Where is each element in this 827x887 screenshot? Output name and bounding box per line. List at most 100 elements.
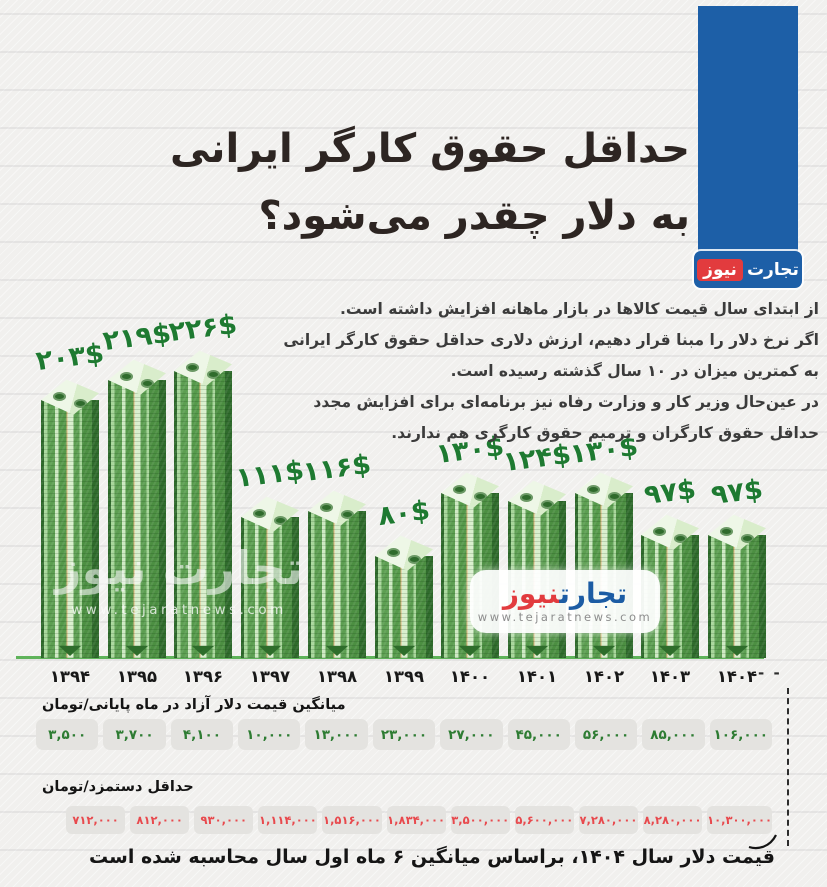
bill-seal-icon [674,534,687,543]
dollar-rate-cell: ۳,۷۰۰ [103,719,166,750]
page-title: حداقل حقوق کارگر ایرانی به دلار چقدر می‌… [170,116,690,250]
brand-word-tejarat: تجارت [746,259,799,280]
bar-bottom-tip [659,646,681,656]
bill-seal-icon [408,555,421,564]
min-wage-cell: ۸,۲۸۰,۰۰۰ [642,806,703,834]
year-label: ۱۳۹۸ [316,667,358,686]
bill-seal-icon [207,370,220,379]
bill-seal-icon [474,492,487,501]
dollar-rate-cell: ۵۶,۰۰۰ [574,719,638,750]
min-wage-cell: ۹۳۰,۰۰۰ [194,806,254,834]
bar-bottom-tip [59,646,81,656]
bill-seal-icon [387,548,400,557]
watermark-center-logo: تجارتنیوز www.tejaratnews.com [470,570,660,633]
year-label: ۱۳۹۶ [182,667,224,686]
dollar-rate-cell: ۱۳,۰۰۰ [305,719,368,750]
dollar-rate-cell: ۱۰,۰۰۰ [238,719,301,750]
min-wage-cell: ۷۱۲,۰۰۰ [66,806,126,834]
money-stack-bar [708,535,766,658]
page-title-line1: حداقل حقوق کارگر ایرانی [169,126,690,172]
bar-bottom-tip [593,646,615,656]
bar-bottom-tip [459,646,481,656]
year-label: ۱۳۹۷ [249,667,291,686]
bill-seal-icon [74,399,87,408]
bill-seal-icon [520,493,533,502]
money-stack-bar [108,380,166,658]
dollar-rate-cell: ۴۵,۰۰۰ [507,719,570,750]
bill-seal-icon [341,510,354,519]
bar-bottom-tip [726,646,748,656]
year-label: ۱۴۰۰ [449,667,491,686]
min-wage-cell: ۱,۱۱۴,۰۰۰ [258,806,318,834]
dollar-rate-cell: ۲۷,۰۰۰ [440,719,503,750]
bar-bottom-tip [192,646,214,656]
watermark-word-news: نیوز [502,577,560,610]
min-wage-row-label: حداقل دستمزد/تومان [42,779,194,795]
dollar-rate-cell: ۸۵,۰۰۰ [642,719,705,750]
footnote-text: قیمت دلار سال ۱۴۰۴، براساس میانگین ۶ ماه… [89,846,775,868]
bar-bottom-tip [526,646,548,656]
watermark-word-tejarat: تجارت [559,577,628,610]
bill-seal-icon [741,534,754,543]
year-label: ۱۳۹۵ [116,667,158,686]
bill-seal-icon [720,527,733,536]
min-wage-row: ۷۱۲,۰۰۰ ۸۱۲,۰۰۰ ۹۳۰,۰۰۰ ۱,۱۱۴,۰۰۰ ۱,۵۱۶,۰۰۰ ۱… [66,806,772,834]
bar-value-label: ۲۲۶$ [167,308,239,349]
year-label: ۱۴۰۴ [716,667,758,686]
footnote-dashed-line [787,688,789,846]
bill-seal-icon [608,492,621,501]
money-stack-bar [174,371,232,658]
brand-logo: تجارت نیوز [694,251,802,288]
intro-line: حداقل حقوق کارگران و ترمیم حقوق کارگری ه… [391,424,819,442]
bill-seal-icon [453,485,466,494]
dollar-rate-row: ۳,۵۰۰ ۳,۷۰۰ ۴,۱۰۰ ۱۰,۰۰۰ ۱۳,۰۰۰ ۲۳,۰۰۰ ۲۷,۰۰۰ ۴… [36,719,772,750]
bill-seal-icon [53,392,66,401]
min-wage-cell: ۱۰,۳۰۰,۰۰۰ [707,806,772,834]
bar-bottom-tip [326,646,348,656]
intro-line: اگر نرخ دلار را مبنا قرار دهیم، ارزش دلا… [283,331,819,349]
dollar-rate-cell: ۴,۱۰۰ [170,719,234,750]
dollar-rate-cell: ۱۰۶,۰۰۰ [709,719,772,750]
bar-bottom-tip [126,646,148,656]
watermark-center-brand: تجارتنیوز [503,579,627,609]
bar-bottom-tip [259,646,281,656]
money-stack-bar [41,400,99,658]
axis-dash-mark: - - [758,664,782,682]
bill-seal-icon [253,509,266,518]
intro-paragraph: از ابتدای سال قیمت کالاها در بازار ماهان… [283,294,819,449]
bill-seal-icon [541,500,554,509]
bar-value-label: ۱۱۶$ [301,448,373,489]
year-label: ۱۳۹۴ [49,667,91,686]
intro-line: به کمترین میزان در ۱۰ سال گذشته رسیده اس… [450,362,819,380]
year-label: ۱۴۰۱ [516,667,558,686]
page-title-line2: به دلار چقدر می‌شود؟ [258,193,690,239]
intro-line: از ابتدای سال قیمت کالاها در بازار ماهان… [340,300,819,318]
year-label: ۱۴۰۳ [649,667,691,686]
bill-seal-icon [186,363,199,372]
min-wage-cell: ۳,۵۰۰,۰۰۰ [450,806,510,834]
money-stack-bar [241,517,299,658]
money-stack-bar [308,511,366,658]
bar-value-label: ۸۰$ [376,494,432,533]
year-label: ۱۴۰۲ [583,667,625,686]
brand-word-news: نیوز [697,258,743,281]
bar-bottom-tip [393,646,415,656]
dollar-rate-cell: ۲۳,۰۰۰ [372,719,436,750]
min-wage-cell: ۷,۲۸۰,۰۰۰ [578,806,638,834]
bill-seal-icon [587,485,600,494]
footnote-connector [748,834,777,850]
min-wage-cell: ۵,۶۰۰,۰۰۰ [514,806,574,834]
money-stack-bar [375,556,433,658]
intro-line: در عین‌حال وزیر کار و وزارت رفاه نیز برن… [313,393,819,411]
bill-seal-icon [320,503,333,512]
watermark-center-url: www.tejaratnews.com [477,610,653,624]
min-wage-cell: ۱,۸۳۴,۰۰۰ [386,806,446,834]
min-wage-cell: ۱,۵۱۶,۰۰۰ [322,806,382,834]
header-blue-band [698,6,798,254]
bill-seal-icon [653,527,666,536]
min-wage-cell: ۸۱۲,۰۰۰ [130,806,190,834]
dollar-rate-cell: ۳,۵۰۰ [36,719,99,750]
bill-seal-icon [141,379,154,388]
